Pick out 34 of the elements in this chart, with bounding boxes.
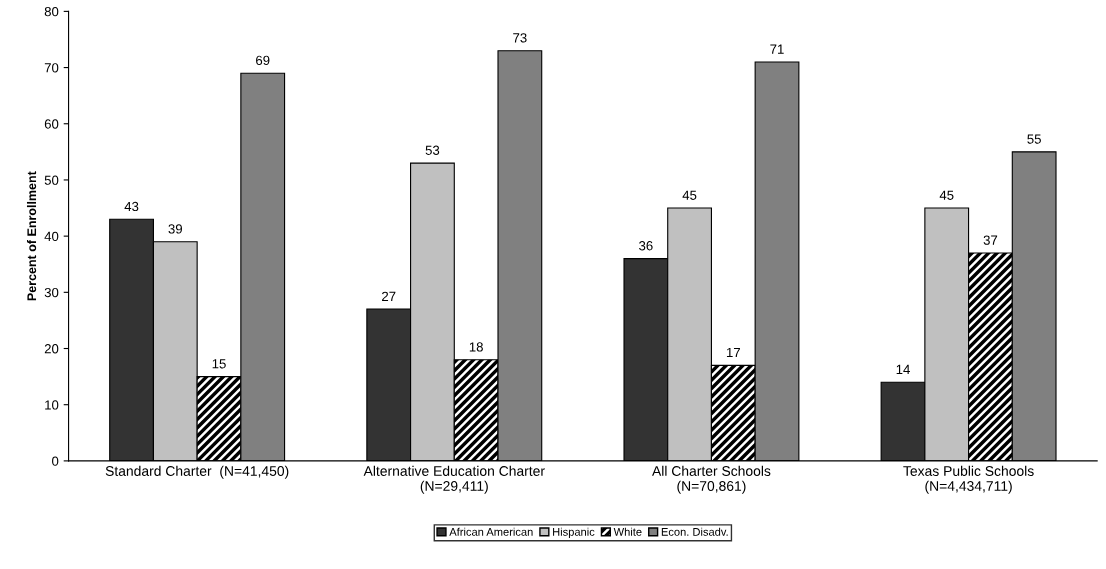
x-tick-label: All Charter Schools (N=70,861) bbox=[652, 465, 771, 494]
y-axis-title: Percent of Enrollment bbox=[26, 171, 37, 301]
y-tick-label: 50 bbox=[44, 175, 59, 185]
legend-label: Econ. Disadv. bbox=[661, 527, 728, 536]
data-label: 43 bbox=[124, 201, 139, 212]
data-label: 27 bbox=[382, 291, 396, 301]
data-label: 14 bbox=[896, 364, 910, 374]
y-tick-label: 80 bbox=[44, 6, 59, 17]
data-label: 45 bbox=[682, 190, 697, 200]
data-label: 36 bbox=[639, 241, 653, 251]
data-label: 45 bbox=[939, 190, 954, 200]
y-tick-label: 70 bbox=[44, 63, 59, 73]
data-label: 15 bbox=[212, 359, 226, 369]
y-tick-label: 20 bbox=[44, 344, 59, 354]
data-label: 73 bbox=[513, 33, 527, 43]
legend-label: White bbox=[613, 527, 642, 536]
y-tick-label: 0 bbox=[52, 456, 59, 466]
data-label: 71 bbox=[770, 44, 784, 54]
data-label: 53 bbox=[425, 145, 440, 155]
y-tick-label: 10 bbox=[45, 400, 59, 410]
y-tick-label: 60 bbox=[44, 119, 59, 129]
y-tick-label: 40 bbox=[44, 231, 59, 242]
legend-label: African American bbox=[449, 527, 533, 536]
legend-label: Hispanic bbox=[553, 527, 595, 539]
data-label: 69 bbox=[256, 55, 270, 66]
data-label: 39 bbox=[168, 224, 182, 234]
x-tick-label: Texas Public Schools (N=4,434,711) bbox=[903, 465, 1034, 494]
data-label: 37 bbox=[983, 235, 998, 245]
data-label: 18 bbox=[469, 342, 483, 352]
x-tick-label: Standard Charter (N=41,450) bbox=[105, 465, 289, 479]
data-label: 55 bbox=[1027, 134, 1041, 144]
x-tick-label: Alternative Education Charter (N=29,411) bbox=[363, 465, 545, 494]
y-tick-label: 30 bbox=[44, 287, 59, 298]
data-label: 17 bbox=[726, 348, 740, 358]
